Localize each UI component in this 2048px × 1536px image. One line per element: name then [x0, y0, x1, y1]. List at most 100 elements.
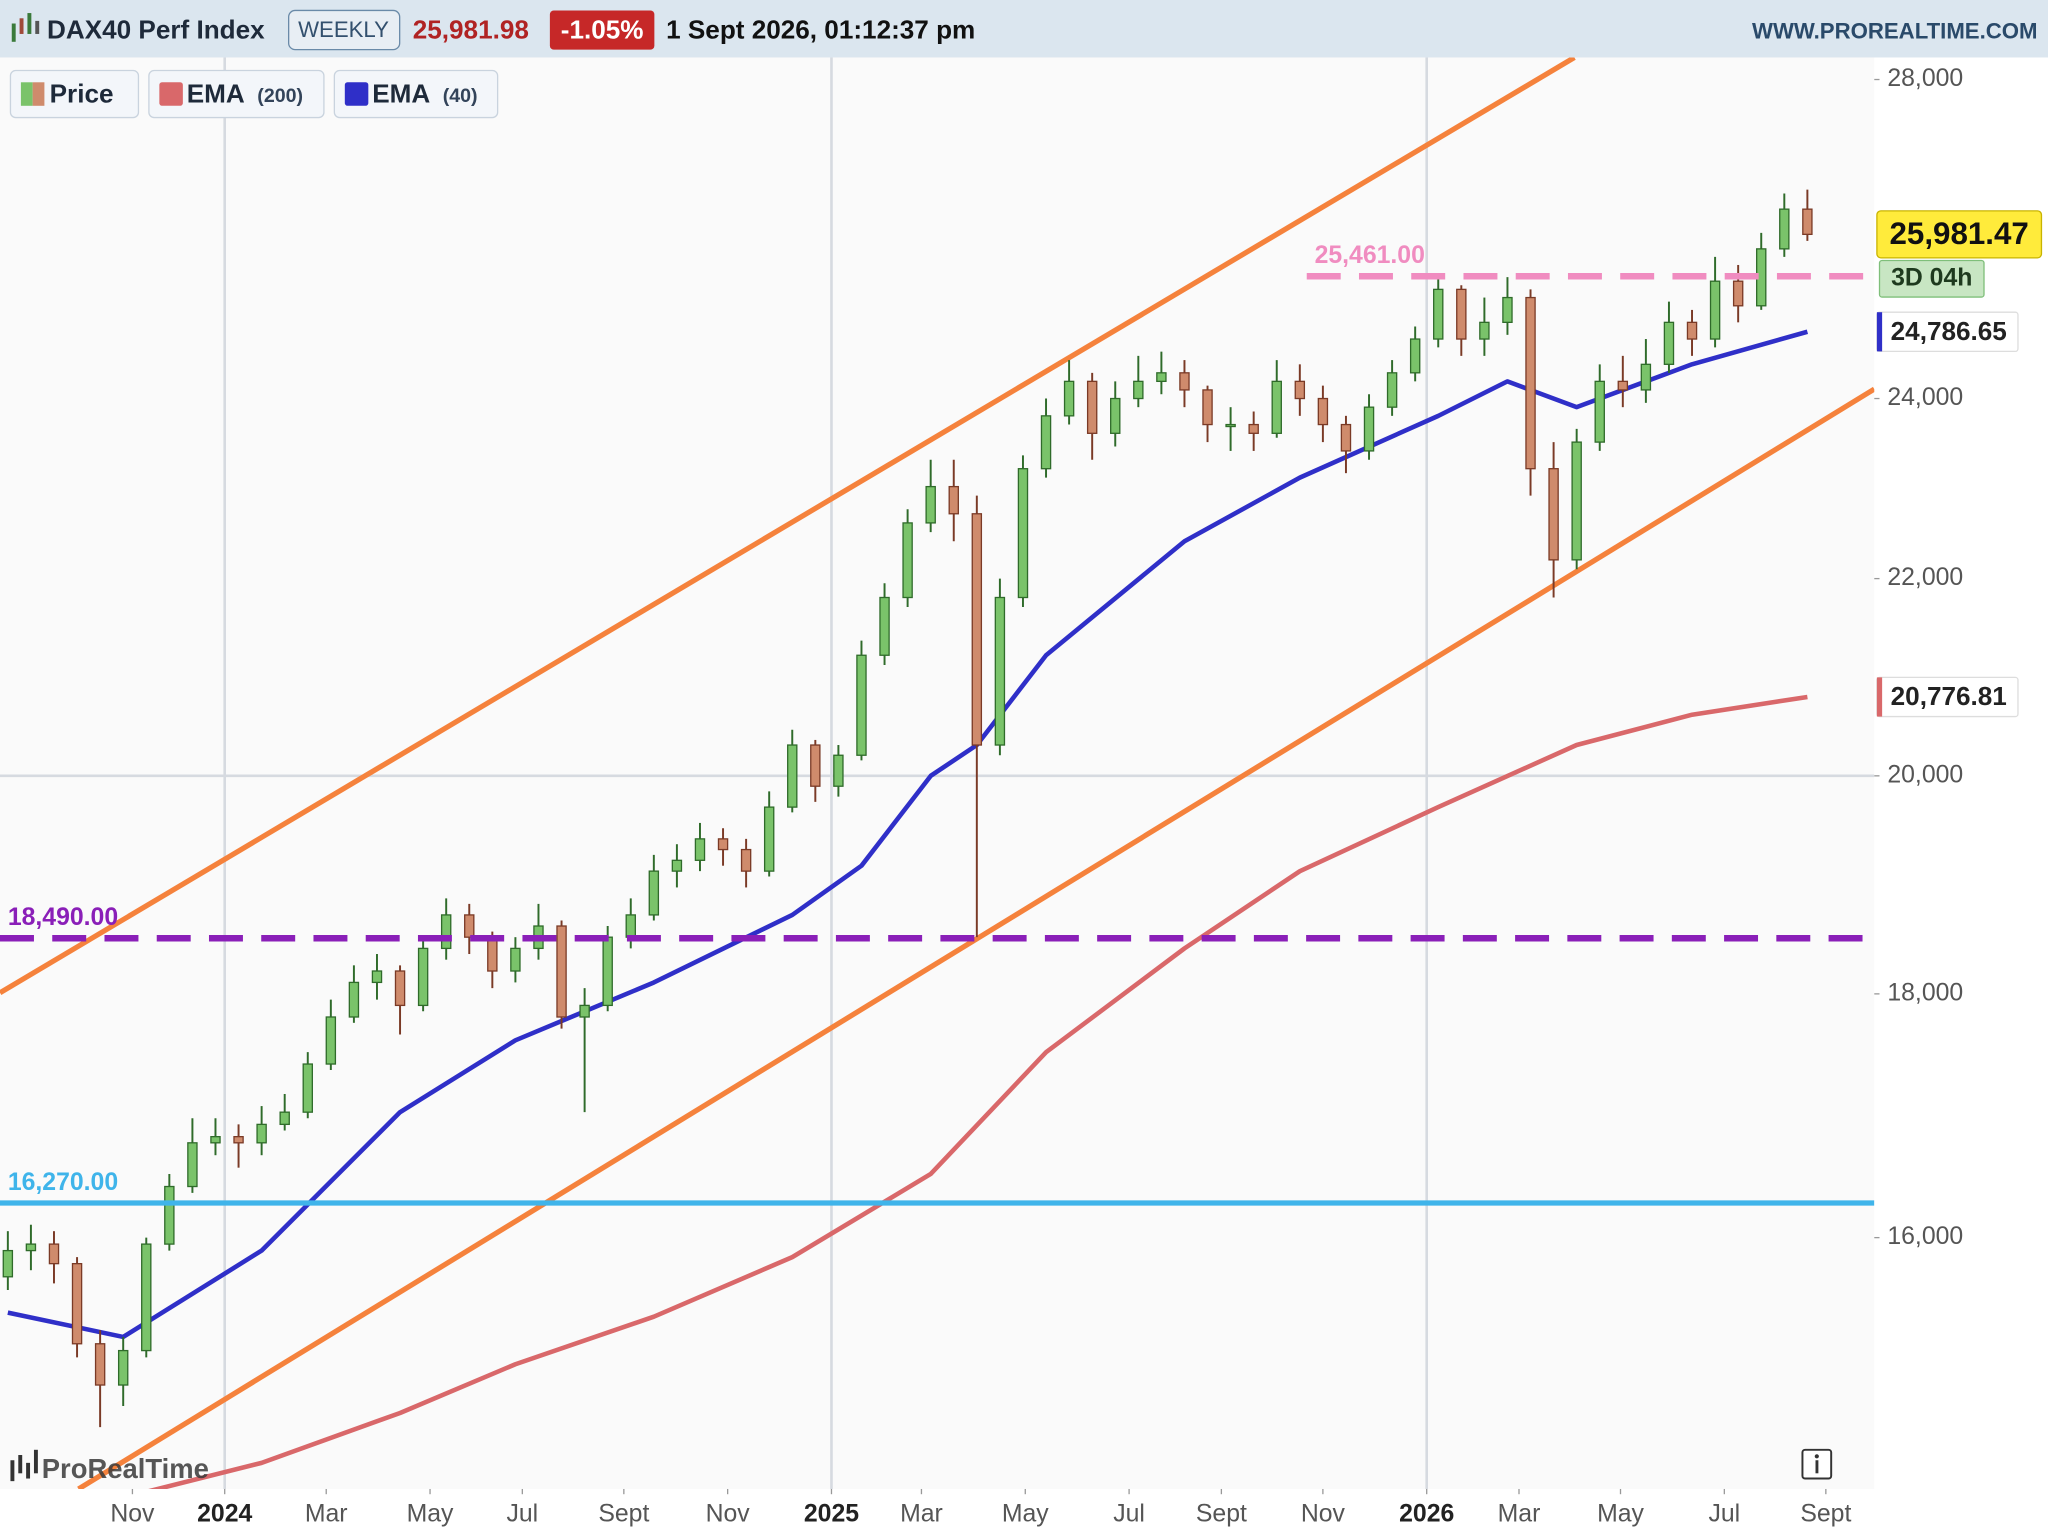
legend-swatch: [344, 82, 369, 106]
x-tick-label: Sept: [1800, 1501, 1851, 1528]
candle-body: [94, 1343, 106, 1386]
x-tick-label: May: [1597, 1501, 1644, 1528]
level-label: 25,461.00: [1315, 242, 1425, 269]
candle-body: [187, 1142, 198, 1188]
candle-body: [579, 1004, 590, 1018]
level-label: 18,490.00: [8, 904, 118, 931]
legend-item[interactable]: [148, 69, 325, 119]
candle-body: [1202, 389, 1213, 426]
x-tick-label: Jul: [1708, 1501, 1740, 1528]
candle-body: [694, 838, 706, 861]
candle-body: [1156, 372, 1167, 383]
change-box: [549, 10, 655, 50]
timeframe-box[interactable]: [287, 9, 401, 51]
candle-body: [302, 1063, 313, 1113]
candle-body: [1294, 380, 1306, 400]
candle-body: [2, 1249, 14, 1278]
x-tick-label: 2026: [1399, 1501, 1454, 1528]
candle-body: [1502, 296, 1513, 323]
candle-body: [487, 936, 498, 972]
legend-item[interactable]: [333, 69, 499, 119]
legend-swatch: [20, 82, 33, 106]
candle-body: [971, 513, 983, 746]
trendline: [77, 386, 1875, 1489]
legend-period[interactable]: (40): [443, 85, 478, 107]
candle-body: [510, 947, 521, 972]
candle-body: [25, 1243, 37, 1252]
candle-body: [1409, 338, 1421, 374]
candle-body: [210, 1135, 221, 1144]
x-tick-label: 2025: [804, 1501, 859, 1528]
candle-body: [1686, 321, 1698, 340]
candle-body: [394, 970, 406, 1007]
timeframe[interactable]: WEEKLY: [298, 17, 389, 42]
change: -1.05%: [561, 14, 644, 44]
legend-label[interactable]: Price: [50, 78, 114, 108]
candle-body: [1248, 423, 1259, 434]
candle-body: [1525, 296, 1536, 470]
countdown: 3D 04h: [1891, 264, 1972, 291]
candle-body: [1617, 380, 1629, 391]
candle-body: [1709, 280, 1721, 340]
candle-body: [164, 1185, 175, 1245]
candle-body: [1594, 380, 1605, 443]
candle-body: [1271, 380, 1282, 434]
candle-body: [602, 936, 613, 1007]
candle-body: [902, 522, 913, 599]
candle-body: [71, 1262, 83, 1345]
x-tick-label: Jul: [1113, 1501, 1145, 1528]
candle-body: [717, 838, 729, 851]
source[interactable]: WWW.PROREALTIME.COM: [1752, 19, 2038, 44]
candle-body: [948, 485, 959, 515]
candle-body: [1040, 415, 1052, 470]
candle-body: [1456, 288, 1467, 340]
candle-body: [1363, 406, 1375, 452]
candle-body: [1017, 468, 1029, 599]
candle-body: [1086, 380, 1098, 434]
candle-body: [1802, 208, 1813, 236]
candle-body: [1317, 397, 1329, 426]
countdown-box: [1878, 259, 1985, 298]
ema-line: [148, 694, 1808, 1489]
legend-label[interactable]: EMA: [187, 78, 245, 108]
plot: [0, 57, 1875, 1489]
candle-body: [1640, 363, 1652, 391]
info-button[interactable]: [1801, 1448, 1833, 1480]
ema-value-label: 24,786.65: [1891, 316, 2007, 346]
x-tick-label: Jul: [506, 1501, 538, 1528]
candle-body: [740, 848, 752, 872]
x-tick-label: Nov: [1301, 1501, 1346, 1528]
x-tick-label: 2024: [197, 1501, 252, 1528]
candle-body: [141, 1243, 152, 1352]
candle-body: [648, 870, 660, 916]
x-tick-label: Nov: [110, 1501, 155, 1528]
candle-body: [833, 754, 844, 787]
candle-body: [325, 1016, 337, 1065]
candle-body: [48, 1243, 60, 1265]
candle-body: [1433, 288, 1444, 340]
ema-value-marker: [1876, 677, 1883, 717]
candle-body: [371, 970, 383, 984]
candle-body: [625, 914, 636, 938]
x-tick-label: May: [407, 1501, 454, 1528]
x-tick-label: May: [1002, 1501, 1049, 1528]
legend-label[interactable]: EMA: [372, 78, 430, 108]
candle-body: [117, 1349, 129, 1386]
header-icon: [11, 13, 40, 42]
candle-body: [1548, 468, 1559, 561]
watermark: ProRealTime: [42, 1453, 209, 1484]
candle-body: [279, 1111, 290, 1126]
legend-period[interactable]: (200): [257, 85, 303, 107]
candle-body: [1063, 380, 1075, 417]
candle-body: [1663, 321, 1675, 365]
candle-body: [879, 596, 890, 656]
ema-value-label: 20,776.81: [1891, 681, 2007, 711]
candle-body: [417, 947, 429, 1007]
x-tick-label: Mar: [900, 1501, 943, 1528]
ema-line: [7, 329, 1809, 1340]
header-price: 25,981.98: [413, 14, 529, 44]
watermark-icon: [10, 1449, 38, 1482]
candle-body: [763, 806, 775, 872]
